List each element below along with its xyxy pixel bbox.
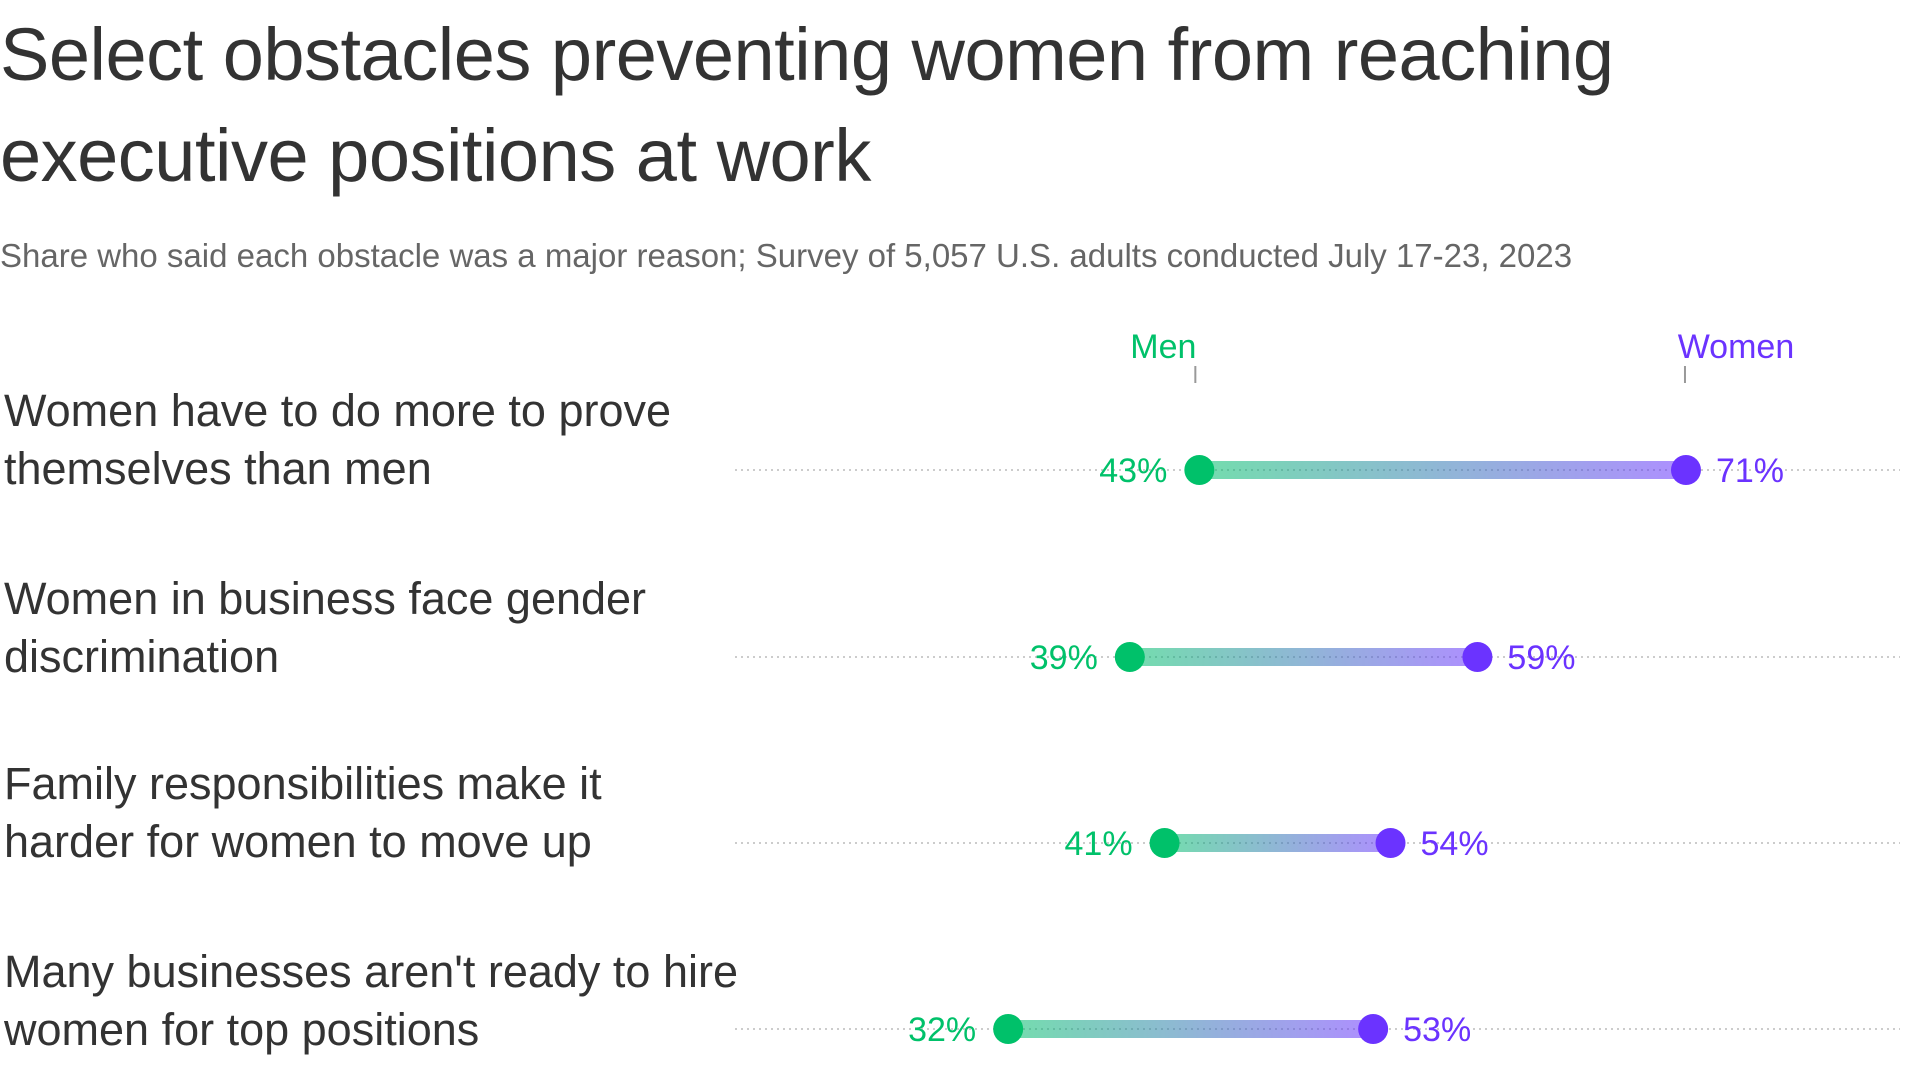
women-value-gender-discrimination: 59% [1507, 639, 1575, 677]
row-label-gender-discrimination: Women in business face gender discrimina… [4, 573, 647, 682]
women-dot-not-ready-to-hire [1358, 1014, 1389, 1044]
women-value-family-responsibilities: 54% [1421, 825, 1489, 863]
range-bar-prove-themselves [1199, 461, 1686, 479]
chart-subtitle: Share who said each obstacle was a major… [0, 237, 1573, 274]
range-bar-not-ready-to-hire [1008, 1020, 1374, 1038]
women-dot-prove-themselves [1670, 455, 1701, 485]
legend-men-label: Men [1130, 328, 1196, 366]
legend-women-label: Women [1678, 328, 1795, 366]
men-dot-not-ready-to-hire [993, 1014, 1024, 1044]
range-bar-family-responsibilities [1164, 834, 1391, 852]
row-label-family-responsibilities: Family responsibilities make it harder f… [4, 758, 602, 867]
men-value-prove-themselves: 43% [1099, 452, 1167, 490]
men-dot-prove-themselves [1184, 455, 1215, 485]
men-value-family-responsibilities: 41% [1065, 825, 1133, 863]
men-dot-gender-discrimination [1114, 642, 1145, 672]
range-bar-gender-discrimination [1129, 648, 1478, 666]
men-value-not-ready-to-hire: 32% [908, 1011, 976, 1049]
women-value-not-ready-to-hire: 53% [1403, 1011, 1471, 1049]
women-dot-gender-discrimination [1462, 642, 1493, 672]
men-dot-family-responsibilities [1149, 828, 1180, 858]
women-dot-family-responsibilities [1375, 828, 1406, 858]
row-label-not-ready-to-hire: Many businesses aren't ready to hire wom… [4, 946, 738, 1055]
men-value-gender-discrimination: 39% [1030, 639, 1098, 677]
chart-title: Select obstacles preventing women from r… [0, 13, 1614, 197]
women-value-prove-themselves: 71% [1716, 452, 1784, 490]
row-label-prove-themselves: Women have to do more to prove themselve… [4, 385, 672, 494]
